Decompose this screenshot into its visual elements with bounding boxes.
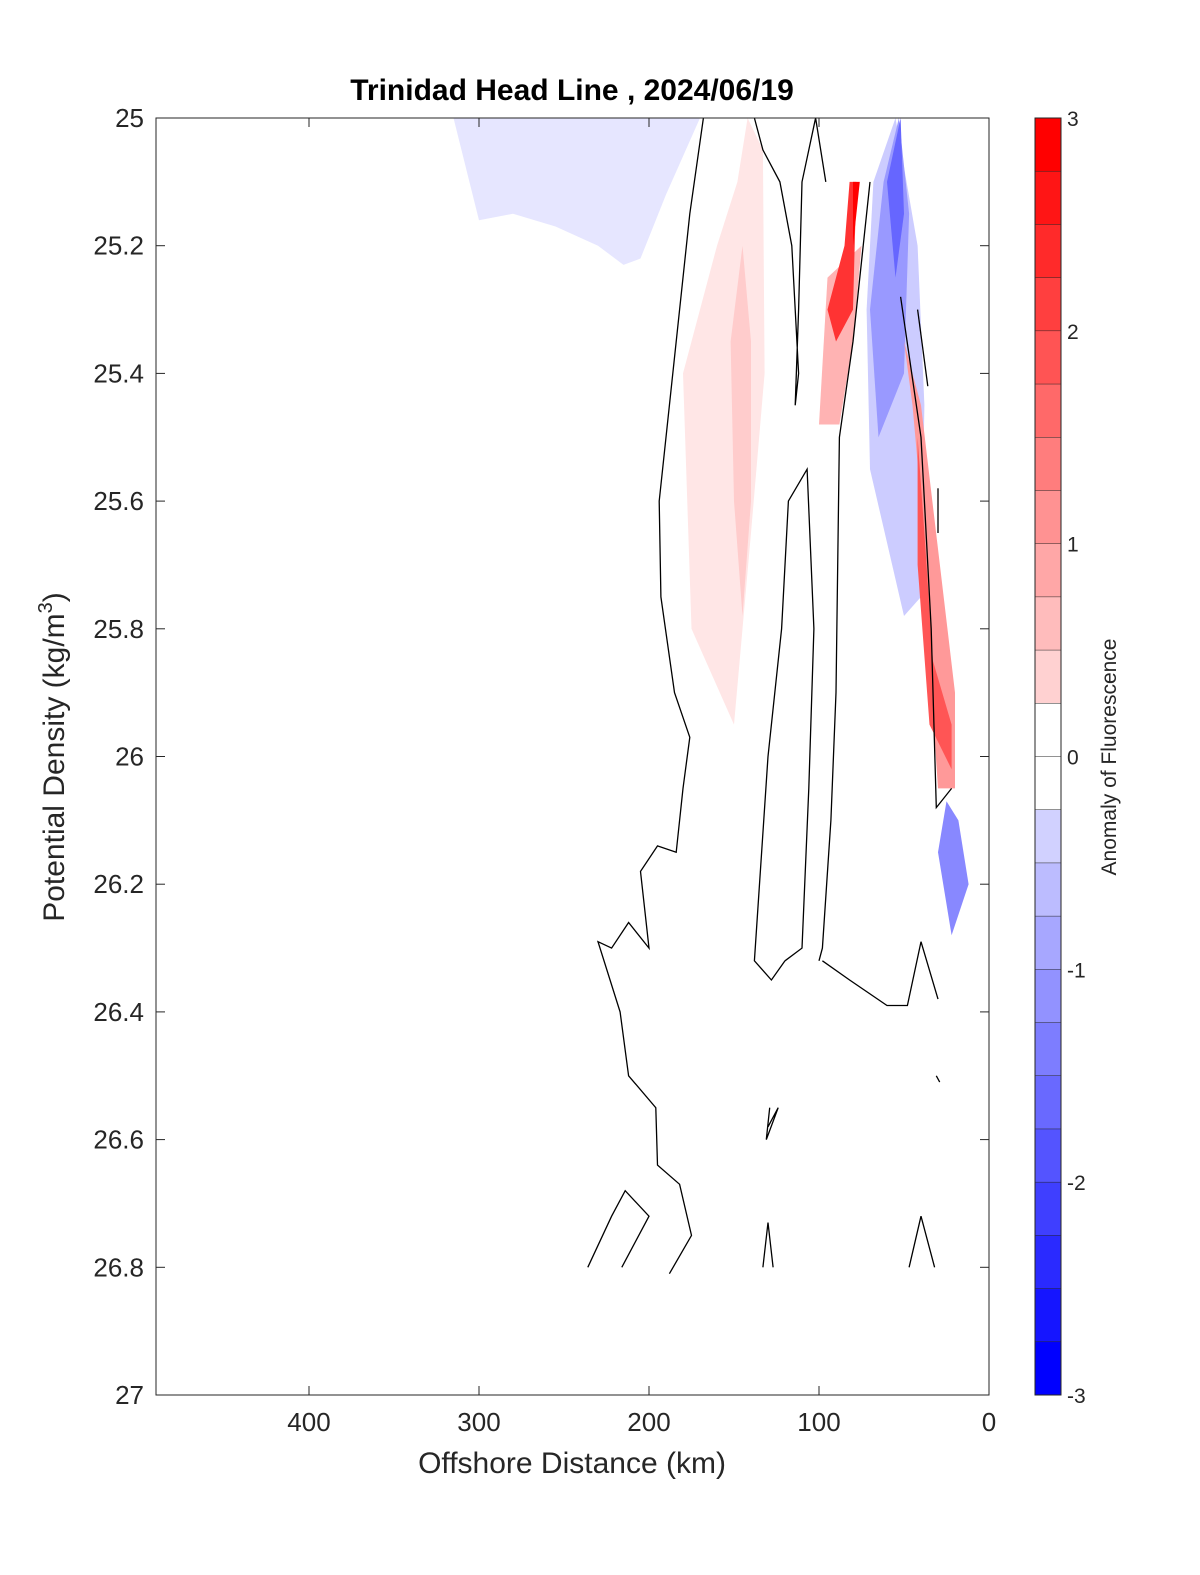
colorbar-segment-21 [1035, 1235, 1061, 1290]
colorbar-tick-label-4: -1 [1067, 959, 1086, 982]
y-tick-label-2: 25.4 [93, 358, 144, 388]
zero-contour-line-3 [818, 181, 871, 961]
axes: 400 300 200 100 0 25 25.2 25.4 25.6 25.8 26 26.2 26.… [93, 103, 996, 1437]
zero-contour-line-4 [822, 941, 939, 1007]
y-tick-label-5: 26 [115, 742, 144, 772]
colorbar-segment-16 [1035, 969, 1061, 1024]
colorbar-segment-20 [1035, 1182, 1061, 1236]
plot-background [156, 118, 989, 1395]
colorbar-segment-5 [1035, 384, 1061, 438]
colorbar-segment-14 [1035, 862, 1061, 917]
filled-contour-0 [453, 118, 700, 265]
colorbar-segment-18 [1035, 1075, 1061, 1130]
colorbar-segment-6 [1035, 437, 1061, 491]
colorbar-segment-13 [1035, 809, 1061, 864]
filled-contour-10 [917, 437, 952, 770]
zero-contour-line-5 [899, 296, 953, 810]
colorbar-segment-9 [1035, 596, 1061, 651]
zero-contour-line-12 [935, 1075, 941, 1083]
y-axis-title-close: ) [38, 592, 71, 602]
colorbar-segment-22 [1035, 1288, 1061, 1343]
y-tick-label-3: 25.6 [93, 486, 144, 516]
colorbar-tick-label-1: 2 [1067, 321, 1079, 344]
colorbar-tick-label-5: -2 [1067, 1172, 1086, 1195]
zero-contour-line-8 [765, 1107, 779, 1140]
x-tick-label-2: 200 [627, 1407, 670, 1437]
filled-contour-2 [730, 245, 751, 616]
colorbar-segment-4 [1035, 330, 1061, 385]
zero-contour-line-1 [753, 118, 827, 406]
x-tick-label-3: 100 [797, 1407, 840, 1437]
zero-contour-line-10 [762, 1222, 774, 1268]
filled-contour-8 [853, 181, 860, 246]
filled-contour-7 [827, 181, 857, 342]
colorbar-segment-11 [1035, 703, 1061, 757]
zero-contour-line-0 [596, 118, 705, 1275]
filled-contour-9 [904, 341, 955, 789]
y-axis-title-superscript: 3 [35, 602, 57, 613]
y-tick-label-6: 26.2 [93, 869, 144, 899]
colorbar-segment-15 [1035, 916, 1061, 970]
colorbar-segment-3 [1035, 277, 1061, 332]
plot-area [156, 118, 989, 1395]
y-tick-label-0: 25 [115, 103, 144, 133]
y-tick-label-1: 25.2 [93, 231, 144, 261]
y-axis-title: Potential Density (kg/m3) [35, 592, 71, 922]
zero-contour-line-2 [753, 466, 815, 982]
y-tick-label-7: 26.4 [93, 997, 144, 1027]
x-tick-label-1: 300 [457, 1407, 500, 1437]
colorbar-tick-label-6: -3 [1067, 1385, 1086, 1408]
zero-contour-line-6 [916, 309, 929, 387]
colorbar-segment-0 [1035, 118, 1061, 172]
filled-contour-5 [887, 118, 904, 278]
y-tick-label-10: 27 [115, 1380, 144, 1410]
colorbar-segment-8 [1035, 543, 1061, 598]
chart-title: Trinidad Head Line , 2024/06/19 [350, 74, 794, 107]
colorbar-segment-17 [1035, 1022, 1061, 1077]
colorbar-title: Anomaly of Fluorescence [1098, 639, 1121, 876]
x-tick-label-0: 400 [287, 1407, 330, 1437]
x-tick-label-4: 0 [982, 1407, 996, 1437]
colorbar-segment-2 [1035, 224, 1061, 279]
zero-contour-line-11 [908, 1216, 936, 1268]
colorbar-frame [1034, 117, 1062, 1396]
colorbar-segment-12 [1035, 756, 1061, 811]
colorbar-segment-19 [1035, 1128, 1061, 1183]
y-tick-label-4: 25.8 [93, 614, 144, 644]
colorbar: 3 2 1 0 -1 -2 -3 [1034, 108, 1086, 1408]
colorbar-tick-label-0: 3 [1067, 108, 1079, 131]
y-tick-label-9: 26.8 [93, 1252, 144, 1282]
colorbar-tick-label-2: 1 [1067, 534, 1079, 557]
y-tick-label-8: 26.6 [93, 1125, 144, 1155]
colorbar-segment-10 [1035, 650, 1061, 704]
colorbar-tick-label-3: 0 [1067, 747, 1079, 770]
filled-contour-11 [938, 801, 969, 936]
colorbar-segment-1 [1035, 171, 1061, 225]
x-axis-title: Offshore Distance (km) [418, 1447, 726, 1480]
zero-contour-line-9 [587, 1189, 650, 1268]
y-axis-title-main: Potential Density (kg/m [38, 613, 71, 921]
colorbar-segment-23 [1035, 1341, 1061, 1396]
colorbar-segment-7 [1035, 490, 1061, 545]
